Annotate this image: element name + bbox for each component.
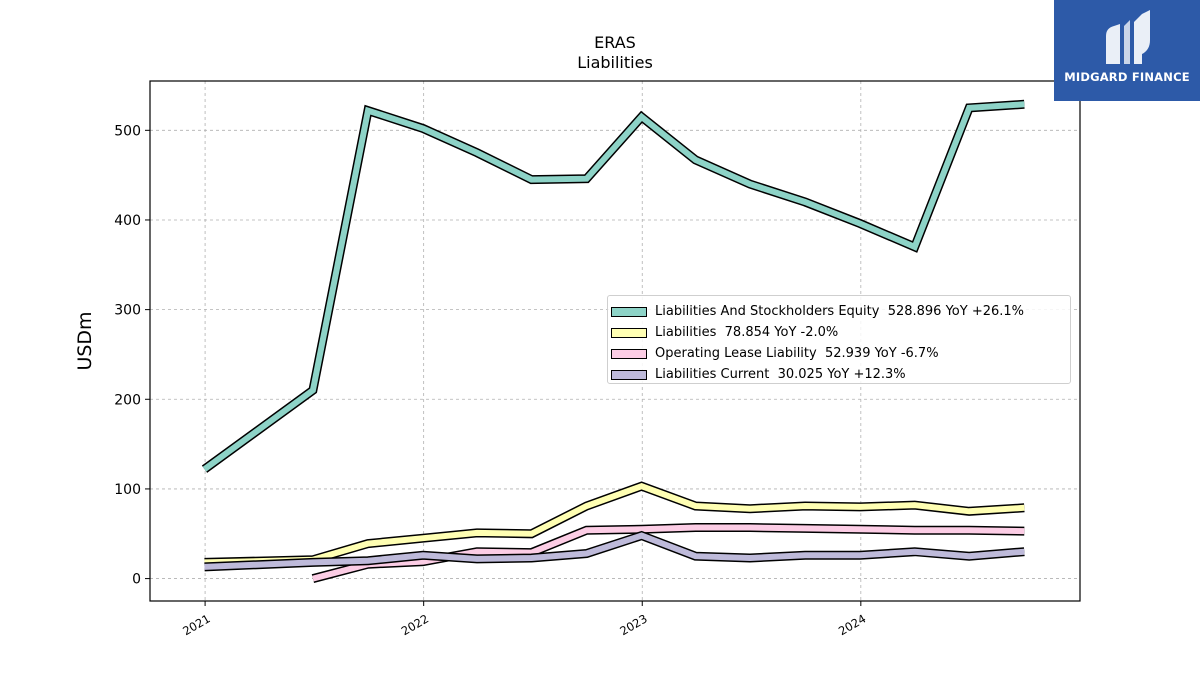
- y-axis-label: USDm: [74, 311, 96, 370]
- y-tick-label: 200: [114, 392, 141, 408]
- x-tick-label: 2022: [399, 611, 431, 638]
- legend-swatch: [611, 369, 647, 380]
- series-line: [204, 483, 1025, 566]
- legend-label: Liabilities 78.854 YoY -2.0%: [655, 325, 839, 340]
- legend-item: Operating Lease Liability 52.939 YoY -6.…: [608, 343, 1070, 364]
- logo-mark-icon: [1106, 10, 1150, 64]
- legend-swatch: [611, 327, 647, 338]
- x-tick-label: 2023: [617, 611, 649, 638]
- series-outline: [201, 99, 1025, 473]
- logo-text: MIDGARD FINANCE: [1064, 70, 1190, 84]
- legend-item: Liabilities 78.854 YoY -2.0%: [608, 322, 1070, 343]
- y-tick-label: 100: [114, 482, 141, 498]
- plot-frame: [149, 80, 1081, 602]
- y-axis-ticks: 0 100 200 300 400 500: [114, 123, 150, 588]
- y-tick-label: 300: [114, 303, 141, 319]
- legend-label: Liabilities Current 30.025 YoY +12.3%: [655, 367, 906, 382]
- legend-label: Liabilities And Stockholders Equity 528.…: [655, 304, 1025, 319]
- x-axis-ticks: 2021 2022 2023 2024: [180, 601, 868, 638]
- brand-logo: MIDGARD FINANCE: [1054, 0, 1200, 101]
- y-tick-label: 400: [114, 213, 141, 229]
- x-tick-label: 2024: [836, 611, 868, 638]
- legend-label: Operating Lease Liability 52.939 YoY -6.…: [655, 346, 939, 361]
- chart-subtitle: Liabilities: [577, 53, 653, 72]
- series-line: [204, 532, 1025, 570]
- y-tick-label: 0: [132, 572, 141, 588]
- x-tick-label: 2021: [180, 611, 212, 638]
- legend-swatch: [611, 348, 647, 359]
- series-line: [202, 101, 1025, 472]
- chart-title: ERAS: [594, 33, 636, 52]
- legend-item: Liabilities Current 30.025 YoY +12.3%: [608, 364, 1070, 385]
- legend-item: Liabilities And Stockholders Equity 528.…: [608, 301, 1070, 322]
- legend: Liabilities And Stockholders Equity 528.…: [607, 295, 1071, 384]
- y-tick-label: 500: [114, 123, 141, 139]
- legend-swatch: [611, 306, 647, 317]
- series-lines: [201, 99, 1025, 583]
